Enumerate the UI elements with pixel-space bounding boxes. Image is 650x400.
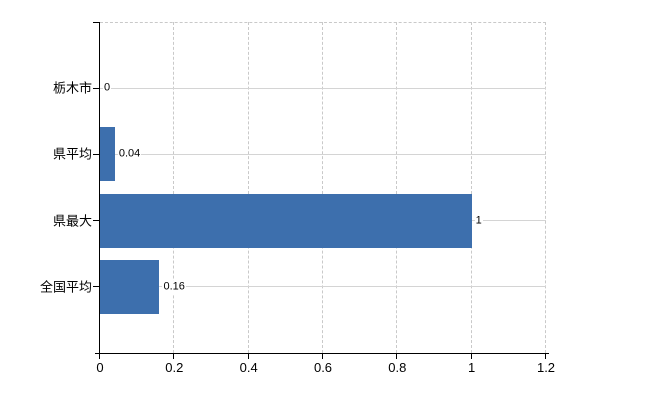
value-label: 0 <box>103 81 112 95</box>
x-gridline <box>545 22 546 353</box>
x-axis-tick <box>322 354 323 359</box>
x-axis-tick <box>173 354 175 359</box>
y-gridline <box>100 286 546 288</box>
x-tick-label: 0 <box>96 360 104 375</box>
x-tick-label: 1 <box>468 360 476 375</box>
y-axis-tick <box>93 153 99 155</box>
y-axis-tick <box>93 87 99 89</box>
x-tick-label: 0.6 <box>313 360 333 375</box>
x-tick-label: 1.2 <box>536 360 556 375</box>
x-gridline <box>470 22 472 353</box>
x-axis-line <box>95 353 549 354</box>
category-label: 県平均 <box>52 146 92 162</box>
x-gridline <box>173 22 175 353</box>
bar <box>100 259 160 314</box>
category-label: 栃木市 <box>52 80 92 96</box>
category-label: 県最大 <box>52 213 92 229</box>
x-gridline <box>322 22 323 353</box>
value-label: 0.16 <box>162 280 186 294</box>
y-gridline <box>100 153 546 155</box>
plot-area: 0 0.04 1 0.16 <box>100 22 546 353</box>
x-gridline <box>396 22 398 353</box>
x-axis-tick <box>470 354 472 359</box>
x-tick-label: 0.8 <box>388 360 407 375</box>
x-tick-label: 0.2 <box>165 360 184 375</box>
value-label: 0.04 <box>117 147 142 161</box>
x-axis-tick <box>99 354 100 359</box>
x-axis-tick <box>396 354 398 359</box>
x-axis-tick <box>545 354 546 359</box>
category-label: 全国平均 <box>39 279 92 295</box>
x-tick-label: 0.4 <box>239 360 258 375</box>
value-label: 1 <box>474 214 483 228</box>
y-axis-line <box>99 22 100 358</box>
x-gridline <box>247 22 249 353</box>
y-axis-top-tick <box>93 22 99 23</box>
y-gridline <box>100 87 546 89</box>
y-axis-tick <box>93 220 99 222</box>
x-axis-tick <box>247 354 249 359</box>
y-axis-tick <box>93 286 99 288</box>
bar <box>100 127 115 182</box>
bar <box>100 193 472 248</box>
plot-top-border <box>100 22 546 23</box>
